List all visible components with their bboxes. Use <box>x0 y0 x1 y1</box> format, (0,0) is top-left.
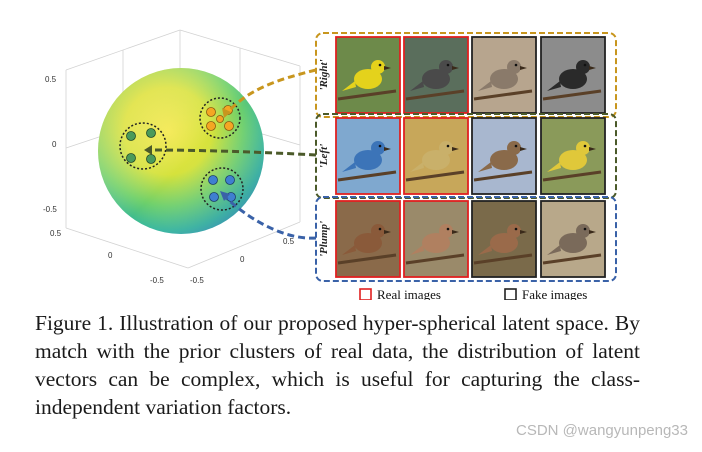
legend-fake-label: Fake images <box>522 287 587 300</box>
fake-image <box>540 36 606 114</box>
cluster-green <box>119 122 167 170</box>
real-image <box>403 117 469 195</box>
real-image <box>403 200 469 278</box>
z-tick: 0.5 <box>45 75 57 84</box>
row-label: 'Plump' <box>318 221 330 257</box>
x-tick: -0.5 <box>150 276 164 285</box>
row-label: 'Right' <box>318 59 330 90</box>
z-tick: -0.5 <box>43 205 57 214</box>
figure-illustration: 0.5 0 -0.5 0.5 0 -0.5 -0.5 0 0.5 <box>43 29 617 300</box>
axis-tick-labels: 0.5 0 -0.5 0.5 0 -0.5 -0.5 0 0.5 <box>43 75 295 285</box>
x-tick: 0 <box>108 251 113 260</box>
legend-real-swatch <box>359 288 372 300</box>
y-tick: -0.5 <box>190 276 204 285</box>
legend: Real images Fake images <box>359 287 587 300</box>
connector-right <box>222 68 317 118</box>
row-label: 'Left' <box>318 144 330 168</box>
connector-left <box>144 145 317 157</box>
fake-image <box>471 200 537 278</box>
fake-image <box>540 200 606 278</box>
image-rows: 'Right' 'Left' 'Plump' <box>315 32 617 282</box>
y-tick: 0 <box>240 255 245 264</box>
image-row: 'Plump' <box>315 196 617 282</box>
legend-real-label: Real images <box>377 287 441 300</box>
real-image <box>403 36 469 114</box>
z-tick: 0 <box>52 140 57 149</box>
image-row: 'Left' <box>315 113 617 199</box>
fake-image <box>540 117 606 195</box>
figure-caption: Figure 1. Illustration of our proposed h… <box>35 311 640 419</box>
real-image <box>335 36 401 114</box>
legend-fake-swatch <box>504 288 517 300</box>
x-tick: 0.5 <box>50 229 62 238</box>
fake-image <box>471 117 537 195</box>
cluster-blue <box>200 167 244 211</box>
real-image <box>335 200 401 278</box>
watermark: CSDN @wangyunpeng33 <box>516 422 688 439</box>
connector-plump <box>220 191 317 240</box>
real-image <box>335 117 401 195</box>
fake-image <box>471 36 537 114</box>
image-row: 'Right' <box>315 32 617 118</box>
y-tick: 0.5 <box>283 237 295 246</box>
